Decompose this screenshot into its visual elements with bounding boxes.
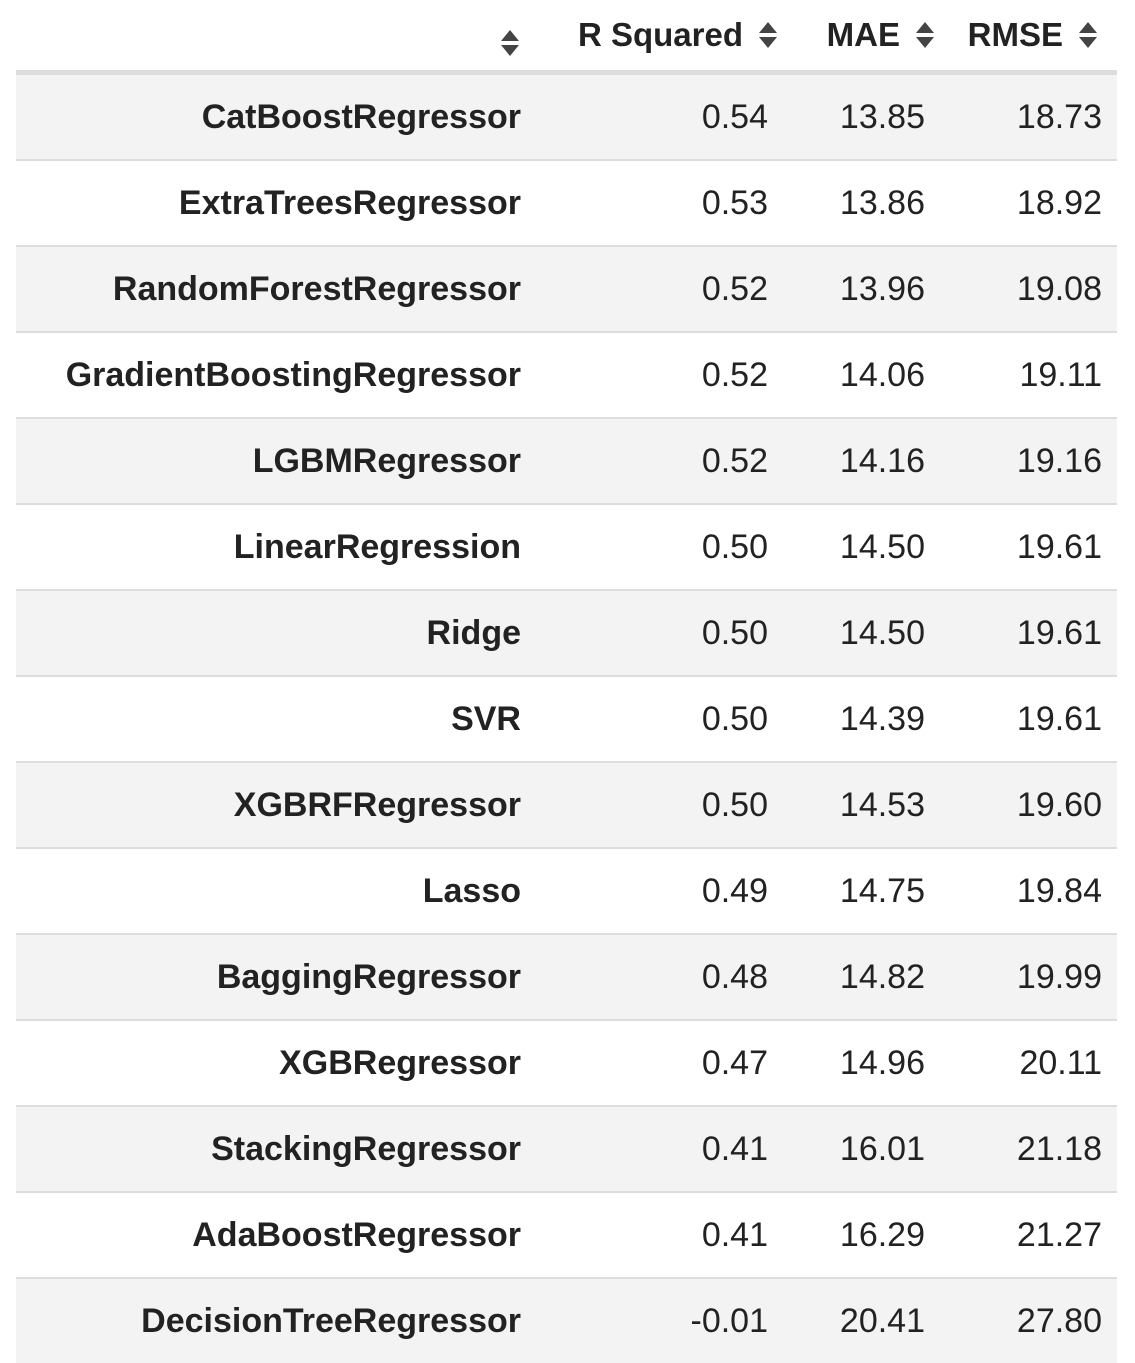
model-name-cell: Ridge xyxy=(16,590,525,676)
mae-cell: 14.82 xyxy=(783,934,940,1020)
table-row: SVR 0.50 14.39 19.61 xyxy=(16,676,1117,762)
r-squared-cell: 0.52 xyxy=(525,418,783,504)
model-name-cell: LinearRegression xyxy=(16,504,525,590)
sort-updown-icon[interactable] xyxy=(914,21,936,49)
rmse-cell: 19.61 xyxy=(940,676,1117,762)
mae-cell: 16.29 xyxy=(783,1192,940,1278)
r-squared-cell: 0.41 xyxy=(525,1192,783,1278)
rmse-cell: 19.08 xyxy=(940,246,1117,332)
rmse-cell: 19.11 xyxy=(940,332,1117,418)
table-row: ExtraTreesRegressor 0.53 13.86 18.92 xyxy=(16,160,1117,246)
r-squared-cell: 0.50 xyxy=(525,504,783,590)
mae-cell: 13.86 xyxy=(783,160,940,246)
table-row: XGBRegressor 0.47 14.96 20.11 xyxy=(16,1020,1117,1106)
r-squared-cell: 0.50 xyxy=(525,676,783,762)
column-header-rmse-label: RMSE xyxy=(968,16,1063,54)
r-squared-cell: -0.01 xyxy=(525,1278,783,1363)
column-header-r-squared[interactable]: R Squared xyxy=(525,0,783,73)
mae-cell: 14.75 xyxy=(783,848,940,934)
header-row: R Squared MAE xyxy=(16,0,1117,73)
sort-updown-icon[interactable] xyxy=(1077,21,1099,49)
table-header: R Squared MAE xyxy=(16,0,1117,73)
rmse-cell: 21.27 xyxy=(940,1192,1117,1278)
model-name-cell: XGBRFRegressor xyxy=(16,762,525,848)
mae-cell: 13.85 xyxy=(783,73,940,161)
rmse-cell: 20.11 xyxy=(940,1020,1117,1106)
rmse-cell: 19.16 xyxy=(940,418,1117,504)
mae-cell: 14.50 xyxy=(783,590,940,676)
table-row: DecisionTreeRegressor -0.01 20.41 27.80 xyxy=(16,1278,1117,1363)
table-row: AdaBoostRegressor 0.41 16.29 21.27 xyxy=(16,1192,1117,1278)
r-squared-cell: 0.52 xyxy=(525,332,783,418)
column-header-mae-label: MAE xyxy=(827,16,900,54)
table-row: LGBMRegressor 0.52 14.16 19.16 xyxy=(16,418,1117,504)
model-name-cell: LGBMRegressor xyxy=(16,418,525,504)
mae-cell: 14.50 xyxy=(783,504,940,590)
mae-cell: 14.96 xyxy=(783,1020,940,1106)
table-row: Lasso 0.49 14.75 19.84 xyxy=(16,848,1117,934)
model-name-cell: DecisionTreeRegressor xyxy=(16,1278,525,1363)
table-row: CatBoostRegressor 0.54 13.85 18.73 xyxy=(16,73,1117,161)
r-squared-cell: 0.47 xyxy=(525,1020,783,1106)
rmse-cell: 18.73 xyxy=(940,73,1117,161)
table-row: LinearRegression 0.50 14.50 19.61 xyxy=(16,504,1117,590)
rmse-cell: 21.18 xyxy=(940,1106,1117,1192)
rmse-cell: 27.80 xyxy=(940,1278,1117,1363)
r-squared-cell: 0.41 xyxy=(525,1106,783,1192)
model-name-cell: AdaBoostRegressor xyxy=(16,1192,525,1278)
table-row: Ridge 0.50 14.50 19.61 xyxy=(16,590,1117,676)
mae-cell: 16.01 xyxy=(783,1106,940,1192)
table-row: XGBRFRegressor 0.50 14.53 19.60 xyxy=(16,762,1117,848)
results-table-container: R Squared MAE xyxy=(16,0,1117,1363)
r-squared-cell: 0.53 xyxy=(525,160,783,246)
column-header-model[interactable] xyxy=(16,0,525,73)
r-squared-cell: 0.48 xyxy=(525,934,783,1020)
model-name-cell: SVR xyxy=(16,676,525,762)
model-name-cell: RandomForestRegressor xyxy=(16,246,525,332)
mae-cell: 14.53 xyxy=(783,762,940,848)
r-squared-cell: 0.52 xyxy=(525,246,783,332)
rmse-cell: 19.61 xyxy=(940,590,1117,676)
rmse-cell: 19.84 xyxy=(940,848,1117,934)
model-name-cell: StackingRegressor xyxy=(16,1106,525,1192)
model-name-cell: XGBRegressor xyxy=(16,1020,525,1106)
model-results-table: R Squared MAE xyxy=(16,0,1117,1363)
rmse-cell: 18.92 xyxy=(940,160,1117,246)
mae-cell: 20.41 xyxy=(783,1278,940,1363)
r-squared-cell: 0.49 xyxy=(525,848,783,934)
column-header-r-squared-label: R Squared xyxy=(578,16,743,54)
column-header-rmse[interactable]: RMSE xyxy=(940,0,1117,73)
table-row: RandomForestRegressor 0.52 13.96 19.08 xyxy=(16,246,1117,332)
sort-updown-icon[interactable] xyxy=(757,21,779,49)
column-header-mae[interactable]: MAE xyxy=(783,0,940,73)
r-squared-cell: 0.50 xyxy=(525,762,783,848)
table-body: CatBoostRegressor 0.54 13.85 18.73 Extra… xyxy=(16,73,1117,1363)
model-name-cell: GradientBoostingRegressor xyxy=(16,332,525,418)
rmse-cell: 19.61 xyxy=(940,504,1117,590)
table-row: BaggingRegressor 0.48 14.82 19.99 xyxy=(16,934,1117,1020)
model-name-cell: ExtraTreesRegressor xyxy=(16,160,525,246)
rmse-cell: 19.99 xyxy=(940,934,1117,1020)
model-name-cell: BaggingRegressor xyxy=(16,934,525,1020)
mae-cell: 14.16 xyxy=(783,418,940,504)
mae-cell: 14.06 xyxy=(783,332,940,418)
mae-cell: 14.39 xyxy=(783,676,940,762)
table-row: StackingRegressor 0.41 16.01 21.18 xyxy=(16,1106,1117,1192)
rmse-cell: 19.60 xyxy=(940,762,1117,848)
sort-updown-icon[interactable] xyxy=(499,29,521,57)
mae-cell: 13.96 xyxy=(783,246,940,332)
table-row: GradientBoostingRegressor 0.52 14.06 19.… xyxy=(16,332,1117,418)
model-name-cell: CatBoostRegressor xyxy=(16,73,525,161)
r-squared-cell: 0.54 xyxy=(525,73,783,161)
model-name-cell: Lasso xyxy=(16,848,525,934)
r-squared-cell: 0.50 xyxy=(525,590,783,676)
